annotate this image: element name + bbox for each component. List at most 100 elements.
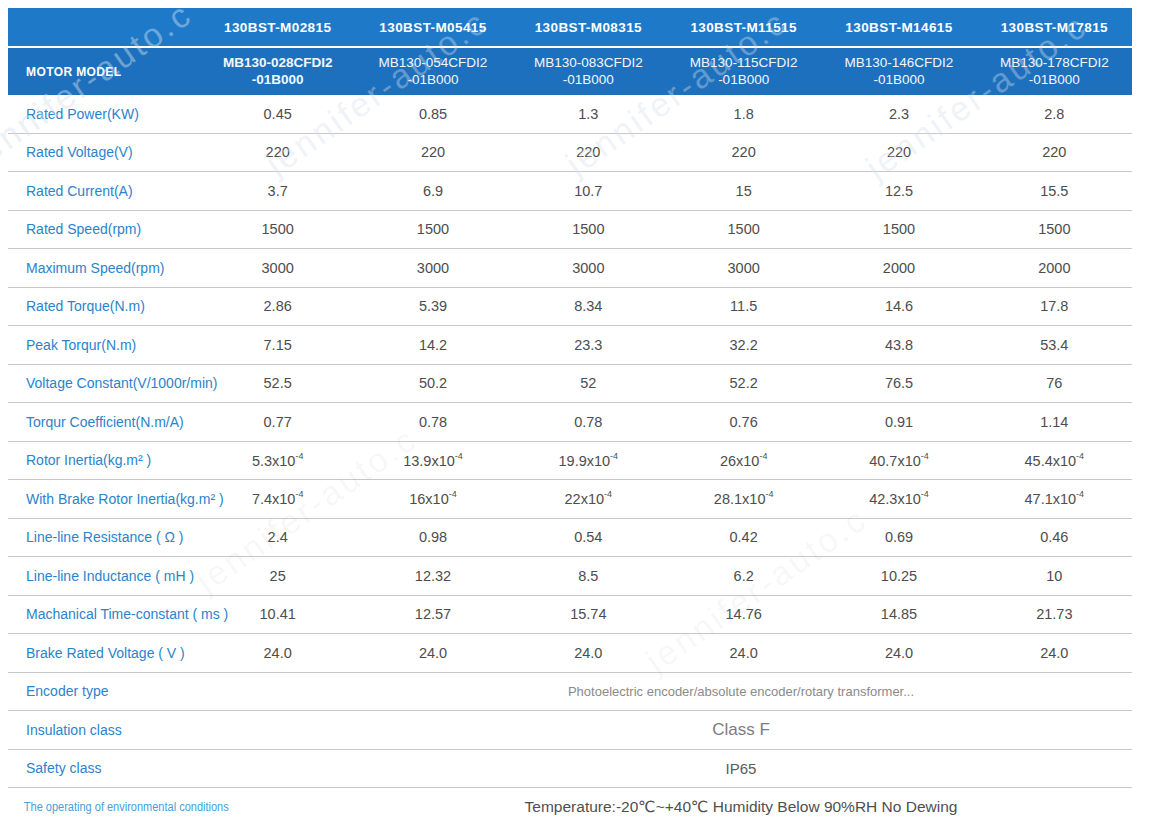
table-cell: 24.0 <box>666 645 821 661</box>
table-cell: 42.3x10-4 <box>821 490 976 507</box>
table-row-peak-torque: Peak Torqur(N.m) 7.15 14.2 23.3 32.2 43.… <box>8 326 1132 365</box>
table-cell: 14.76 <box>666 606 821 622</box>
table-cell: 220 <box>355 144 510 160</box>
table-cell: 1500 <box>977 221 1132 237</box>
table-row-environmental-conditions: The operating of environmental condition… <box>8 788 1132 826</box>
table-cell: 1500 <box>511 221 666 237</box>
table-row-brake-rotor-inertia: With Brake Rotor Inertia(kg.m² ) 7.4x10-… <box>8 480 1132 519</box>
table-cell: 220 <box>200 144 355 160</box>
table-cell: 220 <box>821 144 976 160</box>
table-cell: 26x10-4 <box>666 452 821 469</box>
code-line2: -01B000 <box>977 72 1132 89</box>
table-cell: 15.74 <box>511 606 666 622</box>
code-line2: -01B000 <box>355 72 510 89</box>
column-model-name: 130BST-M17815 <box>977 20 1132 35</box>
inertia-value-base: 47.1x10 <box>1025 491 1077 507</box>
table-cell: 17.8 <box>977 298 1132 314</box>
column-code: MB130-028CFDI2 -01B000 <box>200 55 355 89</box>
table-cell: 3000 <box>511 260 666 276</box>
table-cell: 2.86 <box>200 298 355 314</box>
inertia-value-base: 13.9x10 <box>403 453 455 469</box>
table-cell: 43.8 <box>821 337 976 353</box>
table-cell: 3000 <box>666 260 821 276</box>
table-cell: 14.6 <box>821 298 976 314</box>
code-line1: MB130-146CFDI2 <box>821 55 976 72</box>
inertia-value-base: 42.3x10 <box>869 491 921 507</box>
inertia-value-exponent: -4 <box>295 451 303 461</box>
table-cell: 1500 <box>200 221 355 237</box>
table-cell: 220 <box>511 144 666 160</box>
row-label: Voltage Constant(V/1000r/min) <box>8 375 200 391</box>
column-model-name: 130BST-M11515 <box>666 20 821 35</box>
spec-sheet-page: { "watermark": { "text": "jennifer-auto.… <box>0 0 1160 826</box>
merged-cell-insulation: Class F <box>200 720 1132 740</box>
table-cell: 0.42 <box>666 529 821 545</box>
column-model-name: 130BST-M14615 <box>821 20 976 35</box>
code-line1: MB130-054CFDI2 <box>355 55 510 72</box>
table-cell: 0.98 <box>355 529 510 545</box>
table-cell: 19.9x10-4 <box>511 452 666 469</box>
table-cell: 5.39 <box>355 298 510 314</box>
table-cell: 8.34 <box>511 298 666 314</box>
inertia-value-exponent: -4 <box>921 489 929 499</box>
table-cell: 28.1x10-4 <box>666 490 821 507</box>
table-cell: 0.46 <box>977 529 1132 545</box>
row-label: Rated Torque(N.m) <box>8 298 200 314</box>
column-code: MB130-178CFDI2 -01B000 <box>977 55 1132 89</box>
table-cell: 40.7x10-4 <box>821 452 976 469</box>
table-row-rated-power: Rated Power(KW) 0.45 0.85 1.3 1.8 2.3 2.… <box>8 95 1132 134</box>
column-model-name: 130BST-M08315 <box>511 20 666 35</box>
table-cell: 0.78 <box>355 414 510 430</box>
inertia-value-base: 26x10 <box>720 453 760 469</box>
table-cell: 3000 <box>355 260 510 276</box>
row-label: Line-line Inductance ( mH ) <box>8 568 200 584</box>
table-row-maximum-speed: Maximum Speed(rpm) 3000 3000 3000 3000 2… <box>8 249 1132 288</box>
table-cell: 0.69 <box>821 529 976 545</box>
table-cell: 52.2 <box>666 375 821 391</box>
table-body: Rated Power(KW) 0.45 0.85 1.3 1.8 2.3 2.… <box>8 95 1132 826</box>
row-label: Rated Voltage(V) <box>8 144 200 160</box>
table-cell: 52 <box>511 375 666 391</box>
inertia-value-exponent: -4 <box>455 451 463 461</box>
table-cell: 6.9 <box>355 183 510 199</box>
table-row-rated-voltage: Rated Voltage(V) 220 220 220 220 220 220 <box>8 134 1132 173</box>
table-cell: 5.3x10-4 <box>200 452 355 469</box>
table-cell: 1.8 <box>666 106 821 122</box>
row-label: With Brake Rotor Inertia(kg.m² ) <box>8 491 200 507</box>
inertia-value-base: 19.9x10 <box>559 453 611 469</box>
table-row-line-resistance: Line-line Resistance ( Ω ) 2.4 0.98 0.54… <box>8 519 1132 558</box>
table-cell: 0.45 <box>200 106 355 122</box>
table-cell: 47.1x10-4 <box>977 490 1132 507</box>
row-label: Safety class <box>8 760 200 776</box>
table-cell: 220 <box>666 144 821 160</box>
table-cell: 0.77 <box>200 414 355 430</box>
inertia-value-base: 45.4x10 <box>1025 453 1077 469</box>
merged-cell-safety: IP65 <box>200 760 1132 777</box>
table-cell: 32.2 <box>666 337 821 353</box>
table-row-encoder-type: Encoder type Photoelectric encoder/absol… <box>8 673 1132 712</box>
header-code-row: MOTOR MODEL MB130-028CFDI2 -01B000 MB130… <box>8 48 1132 95</box>
table-cell: 24.0 <box>200 645 355 661</box>
code-line2: -01B000 <box>200 72 355 89</box>
inertia-value-base: 7.4x10 <box>252 491 296 507</box>
code-line1: MB130-115CFDI2 <box>666 55 821 72</box>
table-cell: 2.8 <box>977 106 1132 122</box>
table-cell: 0.91 <box>821 414 976 430</box>
row-label: The operating of environmental condition… <box>8 800 177 814</box>
code-line1: MB130-083CFDI2 <box>511 55 666 72</box>
table-cell: 10 <box>977 568 1132 584</box>
table-cell: 22x10-4 <box>511 490 666 507</box>
table-cell: 24.0 <box>977 645 1132 661</box>
table-cell: 2.4 <box>200 529 355 545</box>
table-cell: 7.4x10-4 <box>200 490 355 507</box>
inertia-value-exponent: -4 <box>765 489 773 499</box>
column-code: MB130-054CFDI2 -01B000 <box>355 55 510 89</box>
table-cell: 10.25 <box>821 568 976 584</box>
inertia-value-base: 16x10 <box>409 491 449 507</box>
table-cell: 13.9x10-4 <box>355 452 510 469</box>
table-row-insulation-class: Insulation class Class F <box>8 711 1132 750</box>
table-cell: 50.2 <box>355 375 510 391</box>
table-cell: 14.2 <box>355 337 510 353</box>
table-row-mechanical-time-constant: Machanical Time-constant ( ms ) 10.41 12… <box>8 596 1132 635</box>
table-row-brake-rated-voltage: Brake Rated Voltage ( V ) 24.0 24.0 24.0… <box>8 634 1132 673</box>
